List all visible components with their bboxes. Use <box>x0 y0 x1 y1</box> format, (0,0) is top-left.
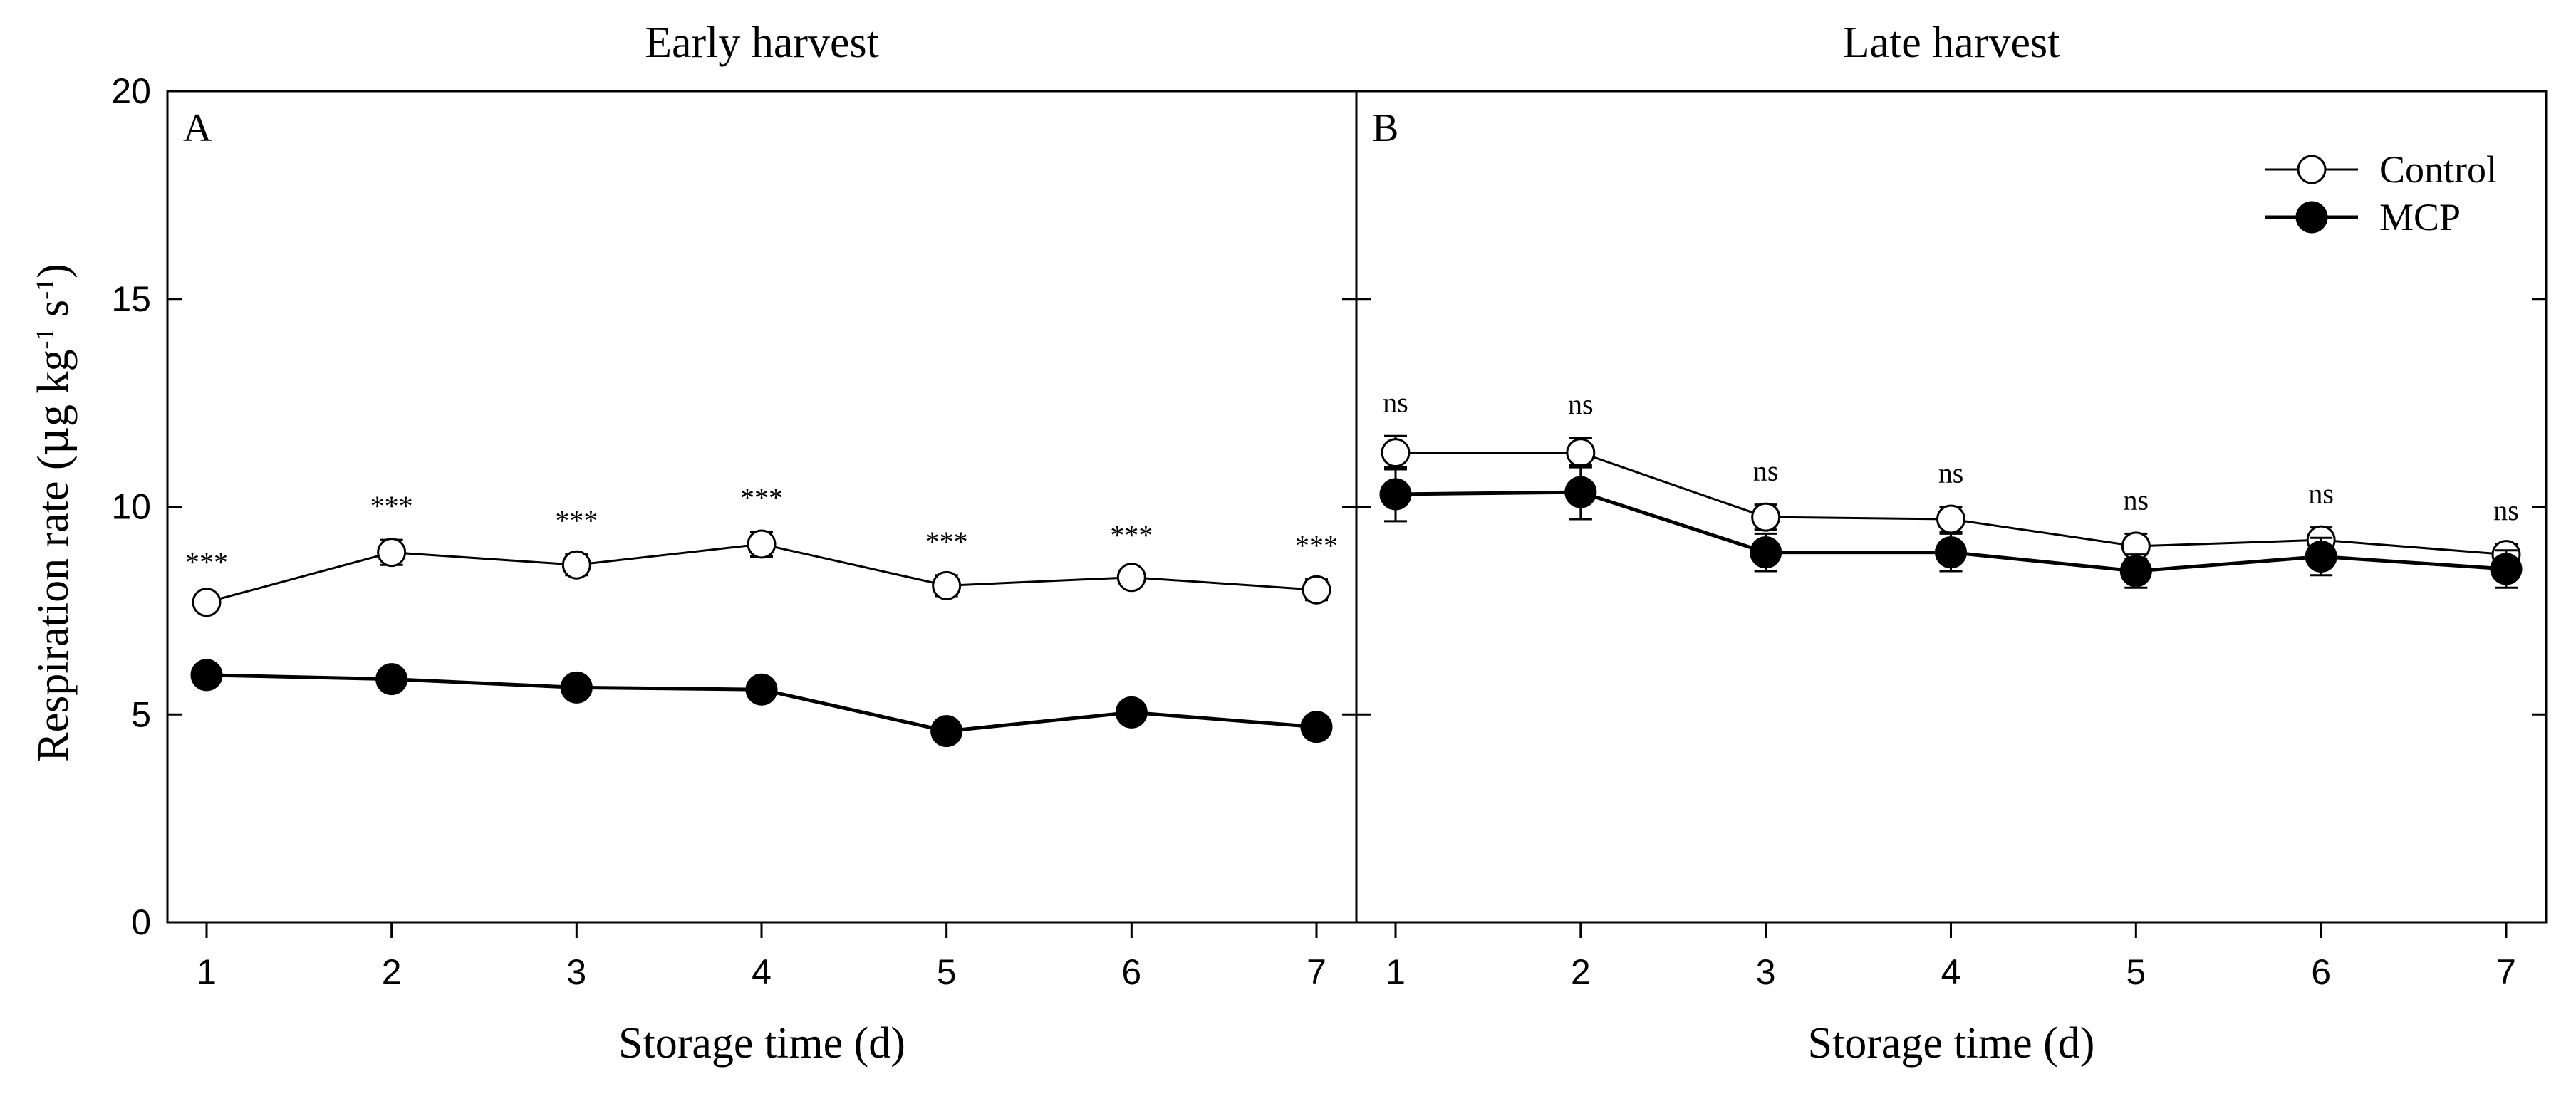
x-tick-label: 2 <box>382 952 402 992</box>
x-tick-label: 7 <box>1307 952 1326 992</box>
x-tick-label: 1 <box>1386 952 1406 992</box>
data-point-control <box>1381 438 1411 468</box>
x-tick-label: 1 <box>197 952 217 992</box>
y-axis-title: Respiration rate (μg kg-1 s-1) <box>26 263 78 762</box>
panel-title-A: Early harvest <box>645 19 879 67</box>
x-tick-label: 7 <box>2496 952 2516 992</box>
data-point-mcp <box>2490 553 2523 585</box>
significance-label: ns <box>2308 478 2334 510</box>
y-tick-label: 5 <box>131 694 151 734</box>
x-axis-title-A: Storage time (d) <box>618 1019 905 1068</box>
significance-label: ns <box>2124 484 2149 516</box>
data-point-mcp <box>1115 696 1148 729</box>
x-tick-label: 2 <box>1571 952 1591 992</box>
data-point-mcp <box>1935 536 1967 569</box>
data-point-control <box>1751 502 1781 532</box>
significance-label: ns <box>1383 386 1408 418</box>
y-tick-label: 15 <box>111 279 151 319</box>
data-point-control <box>561 550 591 580</box>
legend-label-mcp: MCP <box>2379 196 2461 239</box>
data-point-mcp <box>2305 541 2337 573</box>
x-tick-label: 4 <box>1941 952 1961 992</box>
significance-label: ns <box>1568 388 1594 420</box>
significance-label: *** <box>1295 530 1338 562</box>
panel-letter-A: A <box>183 106 212 150</box>
x-tick-label: 6 <box>1121 952 1141 992</box>
y-tick-label: 10 <box>111 487 151 527</box>
data-point-control <box>932 570 962 600</box>
significance-label: ns <box>1753 455 1779 487</box>
data-point-control <box>192 588 222 617</box>
y-axis-title-part: ) <box>29 263 78 278</box>
data-point-control <box>1566 438 1596 468</box>
x-tick-label: 3 <box>566 952 586 992</box>
data-point-mcp <box>560 671 593 704</box>
y-tick-label: 0 <box>131 902 151 942</box>
x-tick-label: 6 <box>2311 952 2331 992</box>
panel-letter-B: B <box>1372 106 1398 150</box>
y-axis-title-part: -1 <box>31 278 59 300</box>
data-point-control <box>1116 563 1146 593</box>
data-point-mcp <box>930 715 963 748</box>
data-point-mcp <box>190 659 223 692</box>
data-point-control <box>377 538 407 568</box>
significance-label: *** <box>370 490 413 522</box>
significance-label: *** <box>740 482 783 514</box>
y-axis-title-part: μ <box>26 427 78 455</box>
x-tick-label: 3 <box>1756 952 1776 992</box>
data-point-mcp <box>1564 476 1597 508</box>
data-point-mcp <box>1750 536 1782 569</box>
data-point-control <box>1302 575 1331 605</box>
x-tick-label: 4 <box>752 952 772 992</box>
significance-label: *** <box>185 546 228 578</box>
significance-label: *** <box>1110 519 1153 551</box>
x-tick-label: 5 <box>2126 952 2146 992</box>
data-point-mcp <box>1300 711 1333 743</box>
data-point-mcp <box>1379 478 1412 511</box>
significance-label: *** <box>555 505 598 537</box>
legend-marker-mcp <box>2295 201 2328 234</box>
y-axis-title-part: -1 <box>31 328 59 350</box>
panel-title-B: Late harvest <box>1843 19 2060 67</box>
legend-label-control: Control <box>2379 148 2497 191</box>
legend-marker-control <box>2297 155 2327 184</box>
significance-label: ns <box>2493 494 2519 526</box>
data-point-mcp <box>745 673 778 706</box>
y-tick-label: 20 <box>111 71 151 111</box>
y-axis-title-part: s <box>29 300 78 328</box>
significance-label: ns <box>1938 457 1964 489</box>
x-tick-label: 5 <box>937 952 957 992</box>
data-point-mcp <box>2119 555 2152 588</box>
data-point-control <box>747 529 777 559</box>
data-point-mcp <box>375 663 408 696</box>
x-axis-title-B: Storage time (d) <box>1808 1019 2095 1068</box>
y-axis-title-part: Respiration rate ( <box>29 455 78 761</box>
y-axis-title-part: g kg <box>29 350 78 427</box>
data-point-control <box>1936 504 1965 534</box>
significance-label: *** <box>925 526 968 558</box>
